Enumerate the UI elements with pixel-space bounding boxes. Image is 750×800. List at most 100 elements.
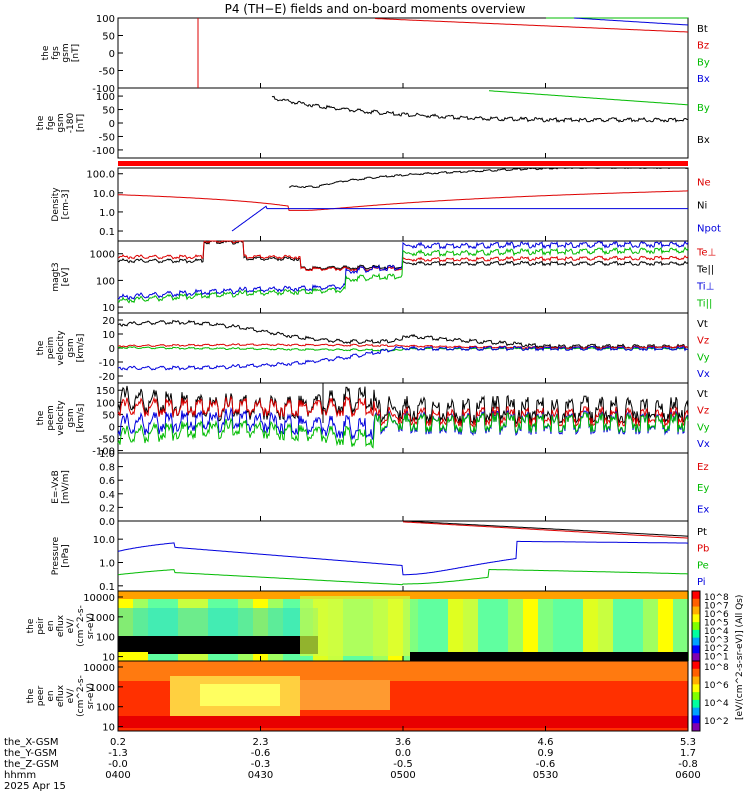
page-title: P4 (TH−E) fields and on-board moments ov… bbox=[224, 2, 526, 16]
y-tick-label: 150 bbox=[96, 386, 115, 397]
y-label-line: en bbox=[46, 620, 56, 631]
y-tick-label: 0.1 bbox=[99, 227, 115, 238]
y-axis-label-velE: the peim velocity gsm [km/s] bbox=[36, 330, 86, 366]
y-label-line: fge bbox=[46, 115, 56, 130]
colorbar-tick-top: 10^2 bbox=[704, 644, 729, 654]
y-tick-label: 0 bbox=[109, 344, 115, 355]
ti-perp-line bbox=[117, 240, 689, 301]
ephemeris-label-hhmm: hhmm bbox=[4, 770, 37, 781]
pt-line bbox=[402, 520, 689, 537]
y-label-line: sr-eV) bbox=[86, 683, 96, 709]
legend-pressure-Pe: Pe bbox=[697, 560, 709, 571]
ephemeris-labels: the_X-GSM the_Y-GSM the_Z-GSM hhmm 2025 … bbox=[4, 737, 66, 792]
y-label-line: the bbox=[36, 340, 46, 355]
colorbar-tick-top: 10^8 bbox=[704, 593, 729, 603]
y-label-line: gsm bbox=[61, 43, 71, 62]
y-tick-label: 0.6 bbox=[99, 476, 115, 487]
ephemeris-label-x: the_X-GSM bbox=[4, 737, 59, 748]
legend-pressure-Pt: Pt bbox=[697, 527, 707, 538]
y-label-line: [mV/m] bbox=[61, 470, 71, 504]
y-tick-label: 10.0 bbox=[93, 189, 115, 200]
ephemeris-value: 4.6 bbox=[538, 737, 554, 748]
y-tick-label: 10 bbox=[102, 330, 115, 341]
y-tick-label: -100 bbox=[92, 146, 115, 157]
x-tick-label: 0400 bbox=[105, 770, 130, 781]
colorbar-tick-top: 10^4 bbox=[704, 627, 729, 637]
legend-efield-Ez: Ez bbox=[697, 462, 709, 473]
y-label-line: magt3 bbox=[51, 262, 61, 291]
legend-velI-Vz: Vz bbox=[697, 406, 709, 417]
y-axis-label-density: Density [cm-3] bbox=[51, 187, 71, 222]
legend-fgedsl-Bx: Bx bbox=[697, 135, 710, 146]
y-label-line: peem bbox=[46, 405, 56, 431]
y-tick-label: 100 bbox=[96, 276, 115, 287]
y-tick-label: 10000 bbox=[83, 593, 115, 604]
y-label-line: en bbox=[46, 690, 56, 701]
y-label-line: fgs bbox=[51, 46, 61, 60]
y-label-line: the bbox=[26, 618, 36, 633]
ephemeris-value: 3.6 bbox=[395, 737, 411, 748]
y-tick-label: 0 bbox=[109, 119, 115, 130]
y-label-line: eV/ bbox=[66, 688, 76, 704]
y-tick-label: 50 bbox=[102, 32, 115, 43]
y-label-line: gsm bbox=[66, 408, 76, 427]
legend-velE-Vy: Vy bbox=[697, 352, 710, 363]
y-label-line: peim bbox=[46, 337, 56, 360]
y-tick-label: -100 bbox=[92, 447, 115, 458]
colorbar-tick-top: 10^6 bbox=[704, 610, 729, 620]
y-label-line: velocity bbox=[56, 330, 66, 366]
ephemeris-label-y: the_Y-GSM bbox=[4, 748, 58, 759]
y-label-line: [nPa] bbox=[61, 544, 71, 567]
legend-pressure-Pi: Pi bbox=[697, 577, 706, 588]
legend-velI-Vy: Vy bbox=[697, 422, 710, 433]
y-label-line: peir bbox=[36, 617, 46, 635]
legend-density-Ni: Ni bbox=[697, 201, 707, 212]
ephemeris-value: -0.3 bbox=[251, 759, 271, 770]
y-tick-label: 10.0 bbox=[93, 535, 115, 546]
y-tick-label: 1.0 bbox=[99, 558, 115, 569]
y-tick-label: 0.8 bbox=[99, 463, 115, 474]
y-tick-label: 100 bbox=[96, 14, 115, 25]
colorbar-tick-bottom: 10^6 bbox=[704, 681, 729, 691]
y-tick-label: -10 bbox=[99, 358, 115, 369]
ephemeris-value: 2.3 bbox=[253, 737, 269, 748]
quality-flag-bar bbox=[118, 161, 688, 166]
legend-density-Npot: Npot bbox=[697, 223, 721, 234]
legend-fgs-Bt: Bt bbox=[697, 24, 708, 35]
legend-efield-Ey: Ey bbox=[697, 483, 709, 494]
y-label-line: [nT] bbox=[71, 44, 81, 62]
y-label-line: [eV] bbox=[61, 268, 71, 287]
y-label-line: peer bbox=[36, 685, 46, 706]
y-label-line: the bbox=[36, 410, 46, 425]
ephemeris-value: 0.9 bbox=[538, 748, 554, 759]
y-label-line: eV/ bbox=[66, 618, 76, 634]
y-label-line: -180 bbox=[66, 113, 76, 134]
y-axis-label-efield: E=-VxB [mV/m] bbox=[51, 470, 71, 504]
ti-par-line bbox=[117, 246, 689, 304]
y-label-line: gsm bbox=[56, 113, 66, 132]
ion-spectrogram bbox=[118, 591, 689, 661]
colorbar-tick-bottom: 10^2 bbox=[704, 717, 729, 727]
colorbar-tick-top: 10^1 bbox=[704, 653, 729, 663]
y-tick-label: 0 bbox=[109, 422, 115, 433]
legend-velI-Vt: Vt bbox=[697, 389, 708, 400]
vy-line bbox=[117, 411, 689, 449]
y-label-line: velocity bbox=[56, 400, 66, 436]
y-tick-label: -50 bbox=[99, 132, 115, 143]
y-tick-label: 1000 bbox=[90, 613, 115, 624]
y-axis-label-fgs: the fgs gsm [nT] bbox=[41, 43, 81, 62]
pi-line bbox=[117, 540, 688, 576]
y-tick-label: 50 bbox=[102, 410, 115, 421]
ni-line bbox=[288, 167, 689, 189]
colorbar bbox=[691, 590, 701, 732]
y-tick-label: 20 bbox=[102, 316, 115, 327]
y-tick-label: 100.0 bbox=[86, 170, 115, 181]
y-tick-label: 0.1 bbox=[99, 582, 115, 593]
y-axis-label-pressure: Pressure [nPa] bbox=[51, 536, 71, 575]
y-axis-label-velI: the peem velocity gsm [km/s] bbox=[36, 400, 86, 436]
legend-temp-Ti||: Ti|| bbox=[696, 299, 712, 310]
legend-temp-Te⊥: Te⊥ bbox=[696, 247, 716, 258]
legend-velE-Vz: Vz bbox=[697, 336, 709, 347]
y-tick-label: 1000 bbox=[90, 250, 115, 261]
y-tick-label: 10 bbox=[102, 653, 115, 664]
